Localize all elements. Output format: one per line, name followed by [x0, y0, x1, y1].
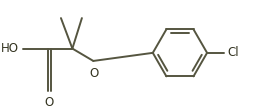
Text: Cl: Cl — [227, 46, 239, 59]
Text: HO: HO — [1, 42, 19, 55]
Text: O: O — [90, 67, 99, 80]
Text: O: O — [45, 96, 54, 109]
